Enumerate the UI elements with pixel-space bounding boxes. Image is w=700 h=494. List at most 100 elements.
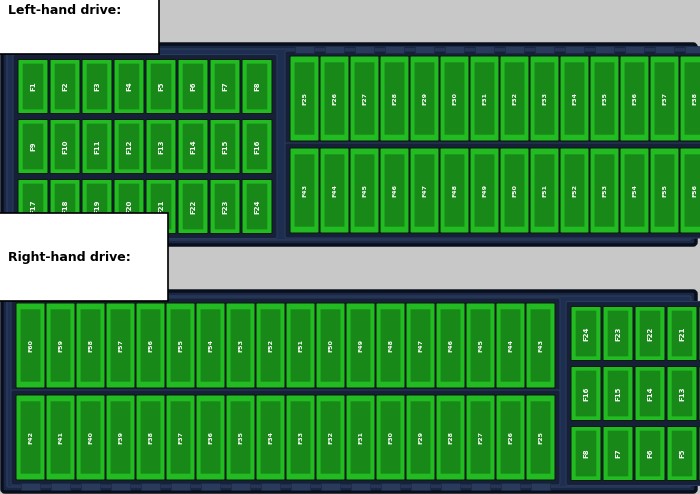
FancyBboxPatch shape <box>46 303 75 388</box>
FancyBboxPatch shape <box>350 56 379 141</box>
FancyBboxPatch shape <box>410 401 430 474</box>
FancyBboxPatch shape <box>496 303 525 388</box>
Text: F17: F17 <box>30 199 36 214</box>
FancyBboxPatch shape <box>290 148 319 233</box>
Bar <box>81 483 100 490</box>
Text: F48: F48 <box>388 339 393 352</box>
FancyBboxPatch shape <box>635 426 665 481</box>
FancyBboxPatch shape <box>166 395 195 480</box>
FancyBboxPatch shape <box>290 309 311 382</box>
Text: F8: F8 <box>583 449 589 458</box>
FancyBboxPatch shape <box>384 154 405 227</box>
Bar <box>201 483 220 490</box>
Text: F28: F28 <box>392 92 397 105</box>
FancyBboxPatch shape <box>76 303 105 388</box>
FancyBboxPatch shape <box>440 401 461 474</box>
Bar <box>501 483 520 490</box>
FancyBboxPatch shape <box>414 62 435 135</box>
Text: F44: F44 <box>332 184 337 197</box>
FancyBboxPatch shape <box>230 309 251 382</box>
FancyBboxPatch shape <box>376 395 405 480</box>
FancyBboxPatch shape <box>290 401 311 474</box>
Text: F2: F2 <box>62 82 68 91</box>
FancyBboxPatch shape <box>146 120 176 173</box>
FancyBboxPatch shape <box>355 62 374 135</box>
Text: F45: F45 <box>362 184 367 197</box>
Text: F52: F52 <box>268 339 273 352</box>
Text: F38: F38 <box>148 431 153 444</box>
FancyBboxPatch shape <box>50 59 80 114</box>
Text: F47: F47 <box>418 339 423 352</box>
FancyBboxPatch shape <box>571 426 601 481</box>
Text: F56: F56 <box>148 339 153 352</box>
FancyBboxPatch shape <box>290 56 319 141</box>
FancyBboxPatch shape <box>246 184 267 229</box>
Text: F38: F38 <box>692 92 697 105</box>
FancyBboxPatch shape <box>136 395 165 480</box>
FancyBboxPatch shape <box>146 179 176 234</box>
Text: F43: F43 <box>302 184 307 197</box>
Text: F50: F50 <box>512 184 517 197</box>
FancyBboxPatch shape <box>560 148 589 233</box>
FancyBboxPatch shape <box>571 367 601 420</box>
FancyBboxPatch shape <box>76 395 105 480</box>
FancyBboxPatch shape <box>20 401 41 474</box>
FancyBboxPatch shape <box>475 154 494 227</box>
FancyBboxPatch shape <box>406 303 435 388</box>
FancyBboxPatch shape <box>226 303 255 388</box>
FancyBboxPatch shape <box>111 309 130 382</box>
Text: F3: F3 <box>94 82 100 91</box>
Bar <box>505 46 524 53</box>
Text: F51: F51 <box>298 339 303 352</box>
FancyBboxPatch shape <box>183 124 203 169</box>
FancyBboxPatch shape <box>410 309 430 382</box>
FancyBboxPatch shape <box>685 154 700 227</box>
FancyBboxPatch shape <box>325 154 344 227</box>
Text: F40: F40 <box>88 431 93 444</box>
FancyBboxPatch shape <box>82 120 112 173</box>
Text: F59: F59 <box>58 339 63 352</box>
Text: F23: F23 <box>222 199 228 214</box>
FancyBboxPatch shape <box>286 303 315 388</box>
FancyBboxPatch shape <box>475 62 494 135</box>
FancyBboxPatch shape <box>82 59 112 114</box>
FancyBboxPatch shape <box>22 64 43 109</box>
Text: F27: F27 <box>478 431 483 444</box>
FancyBboxPatch shape <box>150 64 172 109</box>
Text: F5: F5 <box>158 82 164 91</box>
Text: F52: F52 <box>572 184 577 197</box>
FancyBboxPatch shape <box>210 120 240 173</box>
FancyBboxPatch shape <box>22 124 43 169</box>
Text: F24: F24 <box>254 199 260 214</box>
Text: F14: F14 <box>647 386 653 401</box>
FancyBboxPatch shape <box>654 154 674 227</box>
Text: F22: F22 <box>190 200 196 213</box>
Bar <box>441 483 460 490</box>
FancyBboxPatch shape <box>699 306 700 361</box>
FancyBboxPatch shape <box>650 148 679 233</box>
FancyBboxPatch shape <box>114 59 144 114</box>
Text: F53: F53 <box>238 339 243 352</box>
FancyBboxPatch shape <box>171 309 190 382</box>
FancyBboxPatch shape <box>640 370 660 416</box>
FancyBboxPatch shape <box>50 309 71 382</box>
Text: F15: F15 <box>222 139 228 154</box>
Text: F6: F6 <box>190 82 196 91</box>
FancyBboxPatch shape <box>246 124 267 169</box>
Bar <box>595 46 614 53</box>
FancyBboxPatch shape <box>680 148 700 233</box>
FancyBboxPatch shape <box>351 309 370 382</box>
FancyBboxPatch shape <box>526 395 555 480</box>
FancyBboxPatch shape <box>18 59 48 114</box>
FancyBboxPatch shape <box>406 395 435 480</box>
Text: F55: F55 <box>662 184 667 197</box>
FancyBboxPatch shape <box>20 309 41 382</box>
Text: F53: F53 <box>602 184 607 197</box>
FancyBboxPatch shape <box>444 62 465 135</box>
FancyBboxPatch shape <box>18 179 48 234</box>
Text: F7: F7 <box>222 82 228 91</box>
Bar <box>685 46 700 53</box>
FancyBboxPatch shape <box>436 395 465 480</box>
FancyBboxPatch shape <box>531 309 550 382</box>
FancyBboxPatch shape <box>685 62 700 135</box>
